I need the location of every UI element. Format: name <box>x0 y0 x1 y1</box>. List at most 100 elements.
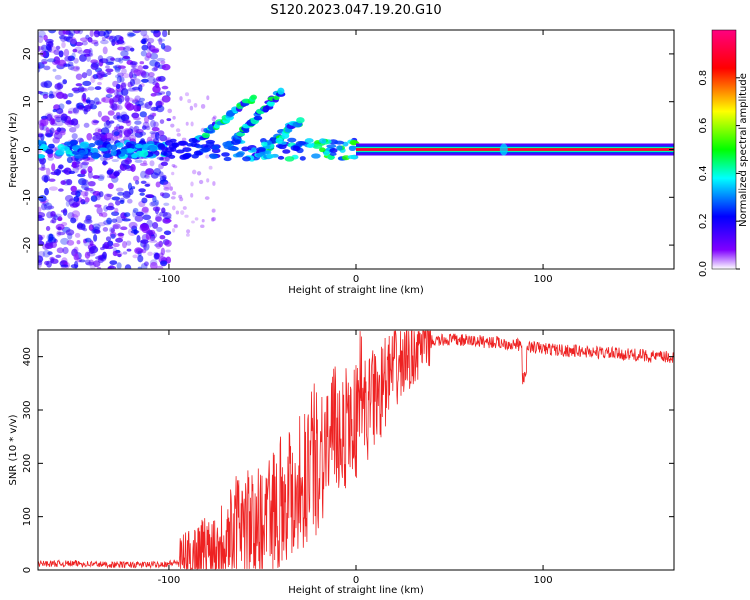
spectrogram-blob <box>139 192 145 196</box>
spectrogram-blob <box>149 201 156 207</box>
snr-panel: -100 0 100 0 100 200 300 400 Height of straight… <box>8 329 675 596</box>
spectrogram-blob <box>137 255 144 263</box>
spectrogram-blob <box>85 34 90 40</box>
spectrogram-blob <box>43 175 49 183</box>
spectrogram-x-label: Height of straight line (km) <box>288 285 424 296</box>
spectrogram-blob <box>171 191 177 196</box>
spectrogram-blob <box>71 52 76 59</box>
spectrogram-blob <box>79 37 89 42</box>
spectrogram-blob <box>102 226 109 232</box>
spectrogram-blob <box>265 150 272 155</box>
spectrogram-blob <box>211 209 216 213</box>
spectrogram-blob <box>267 100 275 107</box>
spectrogram-blob <box>111 103 118 111</box>
spectrogram-blob <box>90 195 98 202</box>
spectrogram-blob <box>200 147 211 153</box>
spectrogram-blob <box>60 34 67 43</box>
spectrogram-blob <box>85 261 95 266</box>
spectrogram-blob <box>150 200 159 207</box>
spectrogram-blob <box>38 63 41 69</box>
spectrogram-blob <box>160 60 166 65</box>
spectrogram-blob <box>200 103 206 109</box>
y-tick-label: 20 <box>22 48 33 61</box>
spectrogram-blob <box>63 63 71 67</box>
colorbar-gradient <box>711 29 737 270</box>
spectrogram-blob <box>48 233 54 241</box>
spectrogram-blob <box>80 184 88 189</box>
spectrogram-blob <box>165 249 171 253</box>
spectrogram-blob <box>167 108 173 114</box>
spectrogram-blob <box>162 30 168 38</box>
spectrogram-blob <box>135 211 144 217</box>
spectrogram-blob <box>38 166 47 171</box>
snr-ticks: -100 0 100 0 100 200 300 400 <box>22 330 674 586</box>
spectrogram-blob <box>155 241 162 249</box>
spectrogram-blob <box>140 180 147 184</box>
colorbar-tick-label: 0.6 <box>698 118 709 134</box>
y-tick-label: 400 <box>22 347 33 366</box>
spectrogram-blob <box>105 153 113 158</box>
spectrogram-blob <box>136 69 143 77</box>
colorbar-tick-label: 0.2 <box>698 213 709 229</box>
x-tick-label: 100 <box>534 274 553 285</box>
spectrogram-blob <box>73 196 80 203</box>
spectrogram-blob <box>63 93 69 100</box>
spectrogram-blob <box>106 169 113 175</box>
spectrogram-blob <box>125 141 132 148</box>
spectrogram-blob <box>161 63 171 71</box>
spectrogram-blob <box>128 71 134 79</box>
spectrogram-blob <box>205 154 210 159</box>
spectrogram-blob <box>88 247 95 255</box>
spectrogram-blob <box>38 133 44 138</box>
spectrogram-blob <box>92 175 100 179</box>
snr-x-label: Height of straight line (km) <box>288 585 424 596</box>
spectrogram-blob <box>132 30 142 34</box>
colorbar-label: Normalized spectral amplitude <box>738 73 749 227</box>
spectrogram-blob <box>163 45 172 53</box>
spectrogram-blob <box>100 212 108 218</box>
spectrogram-blob <box>162 181 172 189</box>
spectrogram-blob <box>116 75 122 84</box>
spectrogram-blob <box>141 125 147 130</box>
y-tick-label: 200 <box>22 454 33 473</box>
spectrogram-blob <box>212 181 216 186</box>
spectrogram-blob <box>38 234 43 242</box>
spectrogram-blob <box>56 247 64 254</box>
spectrogram-blob <box>114 207 119 213</box>
spectrogram-blob <box>38 45 41 53</box>
spectrogram-blob <box>97 222 106 227</box>
spectrogram-blob <box>90 75 96 83</box>
spectrogram-blob <box>48 93 55 99</box>
spectrogram-blob <box>295 140 305 147</box>
spectrogram-blob <box>114 64 122 71</box>
spectrogram-blob <box>275 143 284 149</box>
spectrogram-blob <box>160 247 165 256</box>
spectrogram-blob <box>105 56 115 64</box>
spectrogram-blob <box>98 254 107 261</box>
spectrogram-blob <box>318 138 327 144</box>
spectrogram-blob <box>142 242 147 250</box>
spectrogram-blob <box>55 223 65 231</box>
spectrogram-blob <box>76 240 81 245</box>
spectrogram-blob <box>52 137 60 144</box>
spectrogram-blob <box>95 101 102 105</box>
spectrogram-blob <box>140 170 147 179</box>
spectrogram-blob <box>139 61 145 65</box>
spectrogram-blob <box>96 70 105 79</box>
spectrogram-blob <box>117 232 125 237</box>
spectrogram-blob <box>85 54 91 62</box>
spectrogram-blob <box>115 216 124 224</box>
spectrogram-blob <box>105 119 111 126</box>
spectrogram-blob <box>81 72 88 79</box>
spectrogram-blob <box>306 143 314 149</box>
spectrogram-blob <box>153 167 162 176</box>
spectrogram-blob <box>58 164 64 170</box>
spectrogram-blob <box>68 170 76 175</box>
spectrogram-blob <box>73 57 79 64</box>
spectrogram-blob <box>141 206 149 213</box>
spectrogram-blob <box>137 266 142 269</box>
spectrogram-blob <box>116 262 122 269</box>
spectrogram-blob <box>117 40 126 46</box>
spectrogram-blob <box>158 37 163 45</box>
